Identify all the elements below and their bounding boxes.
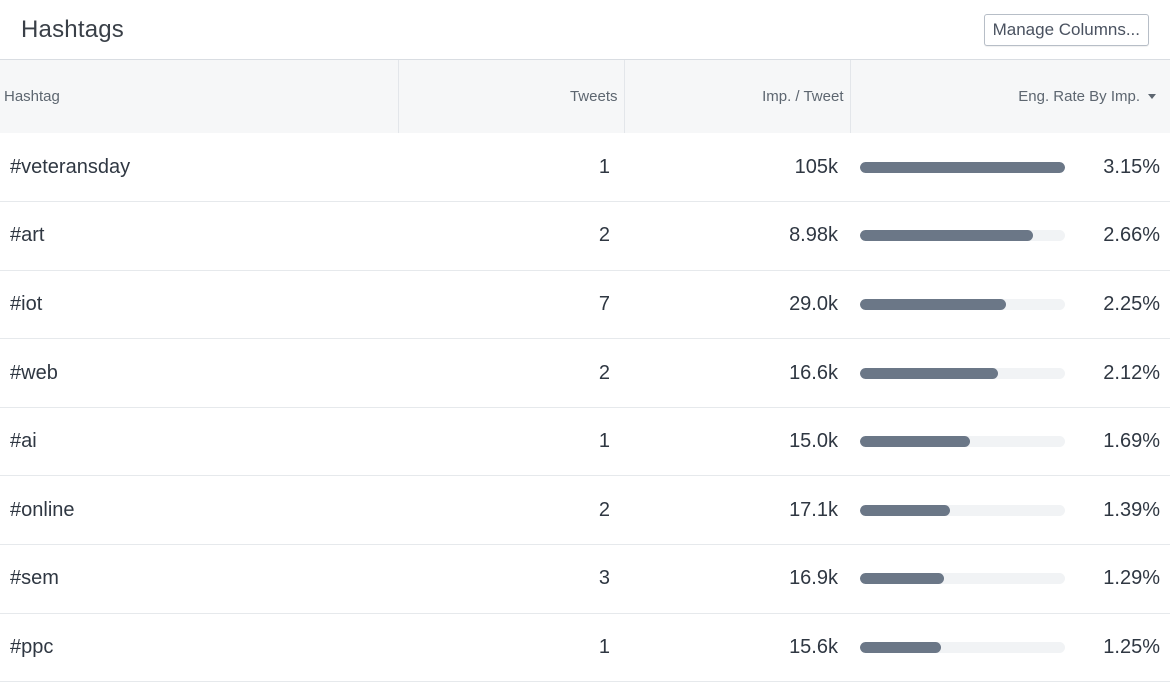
hashtag-cell: #ai: [10, 430, 37, 453]
column-header-tweets[interactable]: Tweets: [398, 60, 625, 133]
tweets-cell: 3: [598, 567, 610, 590]
hashtag-cell: #ppc: [10, 635, 54, 658]
eng-rate-wrap: 2.25%: [860, 293, 1160, 316]
eng-rate-bar-fill: [860, 161, 1065, 173]
eng-rate-bar-fill: [860, 641, 942, 653]
eng-rate-bar-track: [860, 161, 1065, 173]
eng-rate-value: 1.25%: [1103, 635, 1160, 658]
eng-rate-bar-fill: [860, 573, 944, 585]
eng-rate-bar-fill: [860, 230, 1034, 242]
eng-rate-value: 2.66%: [1103, 224, 1160, 247]
eng-rate-wrap: 1.69%: [860, 430, 1160, 453]
eng-rate-value: 1.39%: [1103, 498, 1160, 521]
eng-rate-bar-fill: [860, 298, 1007, 310]
table-row[interactable]: #iot 7 29.0k 2.25%: [0, 270, 1170, 339]
eng-rate-wrap: 2.66%: [860, 224, 1160, 247]
eng-rate-wrap: 3.15%: [860, 156, 1160, 179]
table-row[interactable]: #sem 3 16.9k 1.29%: [0, 545, 1170, 614]
column-header-eng-rate-label: Eng. Rate By Imp.: [1018, 88, 1140, 105]
table-header: Hashtag Tweets Imp. / Tweet Eng. Rate By…: [0, 60, 1170, 133]
imp-per-tweet-cell: 16.9k: [789, 567, 838, 590]
table-row[interactable]: #art 2 8.98k 2.66%: [0, 202, 1170, 271]
table-row[interactable]: #ppc 1 15.6k 1.25%: [0, 613, 1170, 682]
eng-rate-cell: 1.39%: [850, 476, 1170, 545]
hashtag-cell: #web: [10, 361, 58, 384]
imp-per-tweet-cell: 15.6k: [789, 635, 838, 658]
imp-per-tweet-cell: 105k: [794, 155, 838, 178]
eng-rate-cell: 1.69%: [850, 407, 1170, 476]
panel-header: Hashtags Manage Columns...: [0, 0, 1170, 60]
eng-rate-cell: 1.29%: [850, 545, 1170, 614]
eng-rate-cell: 1.25%: [850, 613, 1170, 682]
eng-rate-cell: 2.25%: [850, 270, 1170, 339]
eng-rate-wrap: 1.29%: [860, 567, 1160, 590]
eng-rate-bar-track: [860, 641, 1065, 653]
eng-rate-value: 2.25%: [1103, 292, 1160, 315]
eng-rate-bar-fill: [860, 436, 970, 448]
column-header-hashtag[interactable]: Hashtag: [0, 60, 399, 133]
eng-rate-value: 2.12%: [1103, 361, 1160, 384]
manage-columns-button[interactable]: Manage Columns...: [983, 13, 1149, 46]
eng-rate-wrap: 1.25%: [860, 636, 1160, 659]
eng-rate-value: 1.29%: [1103, 567, 1160, 590]
table-row[interactable]: #web 2 16.6k 2.12%: [0, 339, 1170, 408]
column-header-imp-per-tweet-label: Imp. / Tweet: [762, 88, 844, 105]
hashtag-cell: #online: [10, 498, 75, 521]
eng-rate-cell: 2.12%: [850, 339, 1170, 408]
sort-descending-icon: [1148, 93, 1156, 99]
panel-title: Hashtags: [21, 15, 124, 43]
eng-rate-wrap: 1.39%: [860, 499, 1160, 522]
eng-rate-bar-fill: [860, 504, 951, 516]
eng-rate-bar-track: [860, 436, 1065, 448]
tweets-cell: 2: [598, 224, 610, 247]
eng-rate-wrap: 2.12%: [860, 362, 1160, 385]
column-header-imp-per-tweet[interactable]: Imp. / Tweet: [624, 60, 851, 133]
hashtags-table: Hashtag Tweets Imp. / Tweet Eng. Rate By…: [0, 60, 1170, 682]
column-header-tweets-label: Tweets: [569, 88, 618, 105]
table-row[interactable]: #online 2 17.1k 1.39%: [0, 476, 1170, 545]
table-header-row: Hashtag Tweets Imp. / Tweet Eng. Rate By…: [0, 60, 1170, 133]
tweets-cell: 1: [598, 430, 610, 453]
column-header-hashtag-label: Hashtag: [4, 88, 60, 105]
eng-rate-value: 1.69%: [1103, 430, 1160, 453]
tweets-cell: 2: [598, 361, 610, 384]
table-body: #veteransday 1 105k 3.15% #art 2 8.98k 2.66% #io…: [0, 133, 1170, 682]
column-header-eng-rate[interactable]: Eng. Rate By Imp.: [850, 60, 1170, 133]
imp-per-tweet-cell: 29.0k: [789, 292, 838, 315]
eng-rate-value: 3.15%: [1103, 155, 1160, 178]
hashtag-cell: #sem: [10, 567, 59, 590]
eng-rate-bar-track: [860, 573, 1065, 585]
hashtag-cell: #art: [10, 224, 45, 247]
tweets-cell: 1: [598, 155, 610, 178]
eng-rate-bar-track: [860, 298, 1065, 310]
imp-per-tweet-cell: 17.1k: [789, 498, 838, 521]
eng-rate-bar-track: [860, 504, 1065, 516]
imp-per-tweet-cell: 16.6k: [789, 361, 838, 384]
tweets-cell: 7: [598, 292, 610, 315]
hashtag-cell: #iot: [10, 292, 43, 315]
table-row[interactable]: #ai 1 15.0k 1.69%: [0, 407, 1170, 476]
eng-rate-bar-fill: [860, 367, 998, 379]
table-row[interactable]: #veteransday 1 105k 3.15%: [0, 133, 1170, 202]
eng-rate-bar-track: [860, 230, 1065, 242]
tweets-cell: 2: [598, 498, 610, 521]
imp-per-tweet-cell: 15.0k: [789, 430, 838, 453]
tweets-cell: 1: [598, 635, 610, 658]
imp-per-tweet-cell: 8.98k: [789, 224, 838, 247]
eng-rate-cell: 2.66%: [850, 202, 1170, 271]
eng-rate-bar-track: [860, 367, 1065, 379]
hashtag-cell: #veteransday: [10, 155, 131, 178]
eng-rate-cell: 3.15%: [850, 133, 1170, 202]
